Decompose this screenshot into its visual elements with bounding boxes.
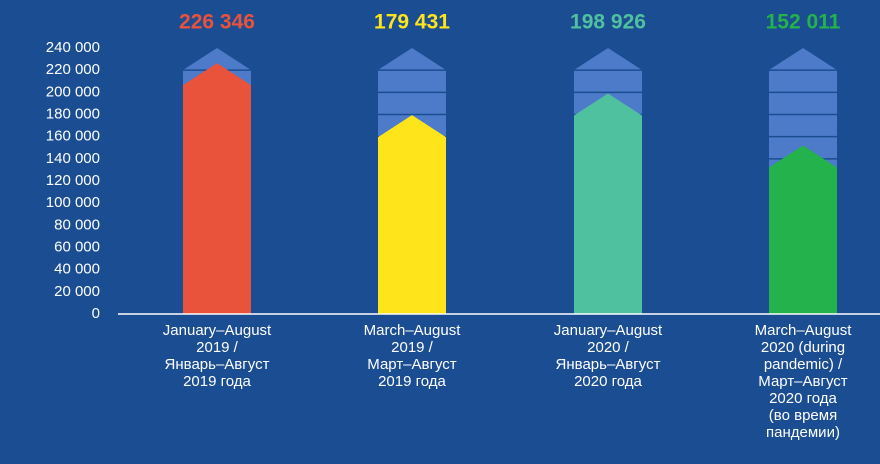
y-tick-label: 20 000 (54, 283, 100, 300)
y-tick-label: 120 000 (46, 172, 100, 189)
bar (378, 115, 446, 314)
y-tick-label: 140 000 (46, 150, 100, 167)
y-tick-label: 100 000 (46, 194, 100, 211)
y-tick-label: 240 000 (46, 39, 100, 56)
value-label: 198 926 (570, 11, 646, 34)
y-tick-label: 60 000 (54, 238, 100, 255)
x-tick-label: January–August 2019 / Январь–Август 2019… (162, 322, 272, 390)
y-tick-label: 220 000 (46, 61, 100, 78)
value-label: 179 431 (374, 11, 450, 34)
y-tick-label: 180 000 (46, 105, 100, 122)
x-tick-label: March–August 2020 (during pandemic) / Ма… (754, 322, 852, 441)
value-label: 152 011 (766, 11, 841, 34)
x-tick-label: January–August 2020 / Январь–Август 2020… (553, 322, 663, 390)
y-tick-label: 200 000 (46, 83, 100, 100)
y-tick-label: 0 (92, 305, 100, 322)
y-tick-label: 40 000 (54, 261, 100, 278)
bar (769, 145, 837, 314)
bar (574, 93, 642, 314)
y-tick-label: 80 000 (54, 216, 100, 233)
x-tick-label: March–August 2019 / Март–Август 2019 год… (363, 322, 461, 390)
value-label: 226 346 (179, 11, 255, 34)
y-tick-label: 160 000 (46, 128, 100, 145)
bar (183, 63, 251, 315)
